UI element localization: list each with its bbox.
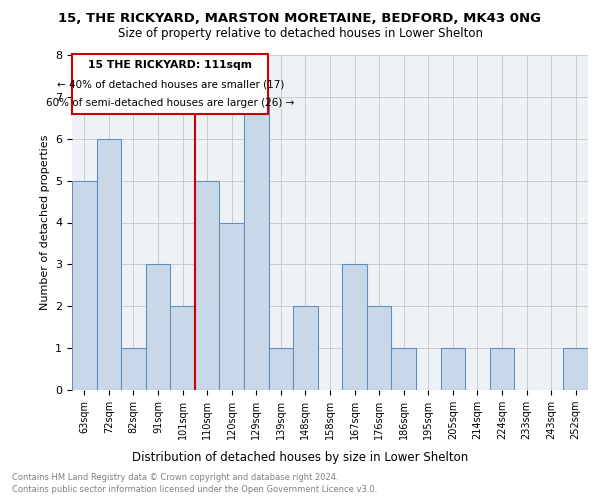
Text: Contains public sector information licensed under the Open Government Licence v3: Contains public sector information licen… [12, 484, 377, 494]
Bar [73, 54, 268, 114]
Bar [563, 348, 588, 390]
Bar [293, 306, 318, 390]
Bar [72, 180, 97, 390]
Text: 15, THE RICKYARD, MARSTON MORETAINE, BEDFORD, MK43 0NG: 15, THE RICKYARD, MARSTON MORETAINE, BED… [59, 12, 542, 26]
Bar [440, 348, 465, 390]
Bar [391, 348, 416, 390]
Text: Size of property relative to detached houses in Lower Shelton: Size of property relative to detached ho… [118, 28, 482, 40]
Text: Contains HM Land Registry data © Crown copyright and database right 2024.: Contains HM Land Registry data © Crown c… [12, 473, 338, 482]
Bar [146, 264, 170, 390]
Bar [244, 97, 269, 390]
Text: 60% of semi-detached houses are larger (26) →: 60% of semi-detached houses are larger (… [46, 98, 295, 108]
Y-axis label: Number of detached properties: Number of detached properties [40, 135, 50, 310]
Bar [220, 222, 244, 390]
Bar [367, 306, 391, 390]
Text: Distribution of detached houses by size in Lower Shelton: Distribution of detached houses by size … [132, 451, 468, 464]
Bar [195, 180, 220, 390]
Bar [121, 348, 146, 390]
Bar [342, 264, 367, 390]
Bar [97, 138, 121, 390]
Bar [269, 348, 293, 390]
Text: 15 THE RICKYARD: 111sqm: 15 THE RICKYARD: 111sqm [88, 60, 252, 70]
Bar [490, 348, 514, 390]
Bar [170, 306, 195, 390]
Text: ← 40% of detached houses are smaller (17): ← 40% of detached houses are smaller (17… [56, 80, 284, 90]
